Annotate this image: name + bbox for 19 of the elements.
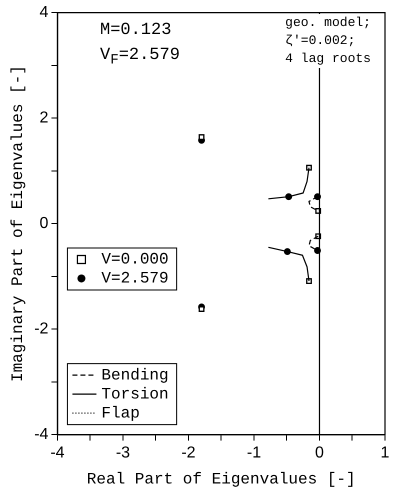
x-tick-label: 1	[380, 444, 390, 462]
annotation: geo. model; ζ′=0.002; 4 lag roots	[285, 14, 371, 68]
legend-label: V=0.000	[101, 250, 169, 269]
legend-label: V=2.579	[101, 270, 169, 288]
legend-label: Bending	[101, 366, 169, 384]
y-tick-label: 0	[40, 215, 49, 232]
y-axis-title: Imaginary Part of Eigenvalues [-]	[8, 65, 27, 382]
x-tick-label: -2	[181, 444, 196, 462]
x-axis-title: Real Part of Eigenvalues [-]	[86, 470, 356, 489]
x-tick-label: -1	[246, 444, 262, 462]
x-tick-label: -3	[116, 444, 130, 462]
y-tick-label: 2	[40, 110, 49, 127]
y-tick-label: -2	[34, 320, 49, 338]
annotation: M=0.123 V$_{F}$=2.579	[100, 18, 180, 74]
x-tick-label: 0	[315, 444, 324, 462]
legend-label: Torsion	[101, 385, 169, 404]
y-tick-label: 4	[40, 4, 49, 22]
legend-label: Flap	[101, 404, 140, 422]
y-tick-label: -4	[34, 426, 49, 444]
